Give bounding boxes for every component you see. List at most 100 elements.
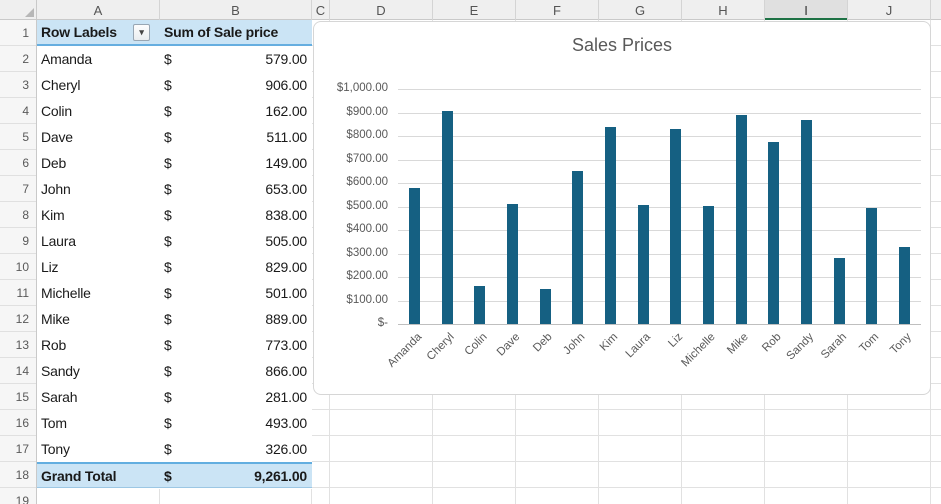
row-header-12[interactable]: 12 [0,306,36,332]
bar-rob[interactable] [768,142,780,324]
row-header-11[interactable]: 11 [0,280,36,306]
value-cell[interactable]: 773.00 [265,337,307,353]
sales-prices-chart[interactable]: Sales Prices $1,000.00 $900.00 $800.00 $700… [313,21,931,395]
value-cell[interactable]: 501.00 [265,285,307,301]
column-header-a[interactable]: A [37,0,160,20]
column-header-f[interactable]: F [516,0,599,20]
column-header-d[interactable]: D [330,0,433,20]
value-cell[interactable]: 505.00 [265,233,307,249]
row-label-cell[interactable]: Kim [41,207,65,223]
y-axis-label[interactable]: $400.00 [346,223,388,235]
x-axis-label[interactable]: Liz [666,331,686,350]
row-label-cell[interactable]: Amanda [41,51,92,67]
value-cell[interactable]: 493.00 [265,415,307,431]
row-label-cell[interactable]: Sarah [41,389,78,405]
x-axis-label[interactable]: Kim [597,331,620,354]
row-header-17[interactable]: 17 [0,436,36,462]
bar-kim[interactable] [604,127,616,324]
row-label-cell[interactable]: Tom [41,415,67,431]
row-label-cell[interactable]: Sandy [41,363,80,379]
row-header-9[interactable]: 9 [0,228,36,254]
row-header-2[interactable]: 2 [0,46,36,72]
value-cell[interactable]: 653.00 [265,181,307,197]
x-axis-label[interactable]: Tom [857,331,882,355]
y-axis-label[interactable]: $800.00 [346,129,388,141]
y-axis-label[interactable]: $200.00 [346,270,388,282]
column-header-e[interactable]: E [433,0,516,20]
bar-john[interactable] [572,170,584,324]
row-label-cell[interactable]: Michelle [41,285,91,301]
bar-sarah[interactable] [833,257,845,324]
value-cell[interactable]: 326.00 [265,441,307,457]
row-label-cell[interactable]: Deb [41,155,67,171]
row-header-19[interactable]: 19 [0,488,36,504]
x-axis-label[interactable]: Amanda [385,331,424,370]
grand-total-label-cell[interactable]: Grand Total [41,467,117,484]
x-axis-label[interactable]: Dave [494,331,522,359]
row-header-16[interactable]: 16 [0,410,36,436]
row-label-cell[interactable]: Mike [41,311,70,327]
row-header-18[interactable]: 18 [0,462,36,488]
bar-cheryl[interactable] [441,111,453,324]
x-axis-label[interactable]: Colin [462,331,490,359]
row-header-5[interactable]: 5 [0,124,36,150]
grand-total-value-cell[interactable]: 9,261.00 [254,467,307,484]
value-cell[interactable]: 829.00 [265,259,307,275]
row-header-14[interactable]: 14 [0,358,36,384]
row-label-cell[interactable]: Laura [41,233,76,249]
value-cell[interactable]: 866.00 [265,363,307,379]
value-cell[interactable]: 162.00 [265,103,307,119]
y-axis-label[interactable]: $300.00 [346,246,388,259]
value-cell[interactable]: 889.00 [265,311,307,327]
value-cell[interactable]: 579.00 [265,51,307,67]
column-header-h[interactable]: H [682,0,765,20]
x-axis-label[interactable]: John [561,331,588,358]
row-header-8[interactable]: 8 [0,202,36,228]
y-axis-label[interactable]: $500.00 [346,199,388,212]
column-header-j[interactable]: J [848,0,931,20]
row-header-3[interactable]: 3 [0,72,36,98]
chart-title[interactable]: Sales Prices [571,35,673,55]
x-axis-label[interactable]: Deb [531,331,555,355]
row-label-cell[interactable]: Colin [41,103,72,119]
row-labels-header-cell[interactable]: Row Labels [41,24,117,40]
column-header-g[interactable]: G [599,0,682,20]
bar-tony[interactable] [899,247,911,324]
row-header-6[interactable]: 6 [0,150,36,176]
row-header-4[interactable]: 4 [0,98,36,124]
grand-total-row[interactable]: Grand Total $ 9,261.00 [37,462,312,488]
y-axis-label[interactable]: $100.00 [346,293,388,306]
bar-colin[interactable] [474,285,486,324]
row-header-1[interactable]: 1 [0,20,36,46]
y-axis-label[interactable]: $600.00 [346,176,388,188]
bar-tom[interactable] [866,208,878,324]
row-label-cell[interactable]: Rob [41,337,67,353]
y-axis-label[interactable]: $700.00 [346,152,388,165]
value-cell[interactable]: 149.00 [265,155,307,171]
row-header-10[interactable]: 10 [0,254,36,280]
row-label-cell[interactable]: John [41,181,71,197]
y-axis-label[interactable]: $1,000.00 [336,82,388,94]
bar-dave[interactable] [506,203,518,324]
x-axis-label[interactable]: Tony [888,331,915,357]
row-header-13[interactable]: 13 [0,332,36,358]
column-header-b[interactable]: B [160,0,312,20]
bar-liz[interactable] [670,129,682,324]
y-axis-label[interactable]: $900.00 [346,105,388,118]
value-cell[interactable]: 511.00 [266,129,307,145]
row-label-cell[interactable]: Cheryl [41,77,81,93]
row-label-cell[interactable]: Dave [41,129,73,145]
x-axis-label[interactable]: Sarah [818,331,849,362]
x-axis-label[interactable]: Mike [725,331,751,357]
value-cell[interactable]: 281.00 [265,389,307,405]
y-axis-label[interactable]: $- [377,317,388,329]
x-axis-label[interactable]: Laura [623,331,653,361]
bar-mike[interactable] [735,115,747,324]
value-cell[interactable]: 838.00 [265,207,307,223]
row-label-cell[interactable]: Liz [41,259,59,275]
row-header-15[interactable]: 15 [0,384,36,410]
column-header-i[interactable]: I [765,0,848,20]
bar-sandy[interactable] [801,120,813,324]
select-all-corner[interactable] [0,0,37,20]
column-header-c[interactable]: C [312,0,330,20]
